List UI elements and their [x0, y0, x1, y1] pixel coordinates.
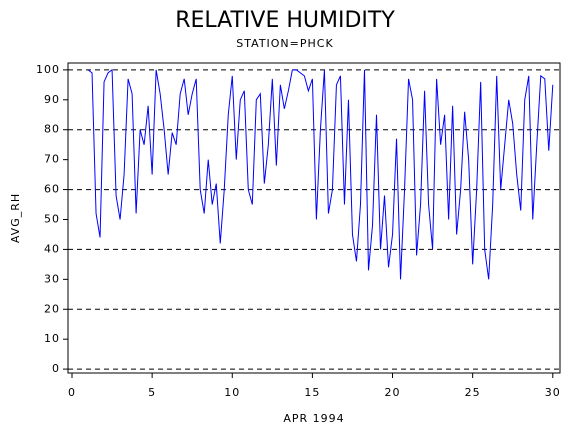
- y-tick-label: 80: [44, 123, 60, 136]
- y-tick-label: 70: [44, 153, 60, 166]
- x-tick-label: 30: [545, 386, 561, 399]
- x-axis-label: APR 1994: [283, 412, 344, 425]
- x-tick-label: 10: [224, 386, 240, 399]
- y-tick-label: 0: [52, 362, 60, 375]
- y-tick-label: 90: [44, 93, 60, 106]
- x-tick-label: 0: [68, 386, 76, 399]
- y-tick-label: 50: [44, 212, 60, 225]
- y-tick-label: 30: [44, 272, 60, 285]
- x-tick-label: 25: [465, 386, 481, 399]
- x-tick-label: 5: [148, 386, 156, 399]
- y-tick-label: 60: [44, 183, 60, 196]
- x-tick-label: 20: [385, 386, 401, 399]
- chart-title: RELATIVE HUMIDITY: [175, 8, 395, 33]
- y-tick-label: 40: [44, 242, 60, 255]
- plot-frame: [67, 62, 561, 374]
- y-tick-label: 100: [36, 63, 60, 76]
- chart-subtitle: STATION=PHCK: [236, 37, 333, 50]
- y-axis-label: AVG_RH: [9, 193, 22, 243]
- x-tick-label: 15: [304, 386, 320, 399]
- data-line: [87, 68, 554, 280]
- y-tick-label: 20: [44, 302, 60, 315]
- y-tick-label: 10: [44, 332, 60, 345]
